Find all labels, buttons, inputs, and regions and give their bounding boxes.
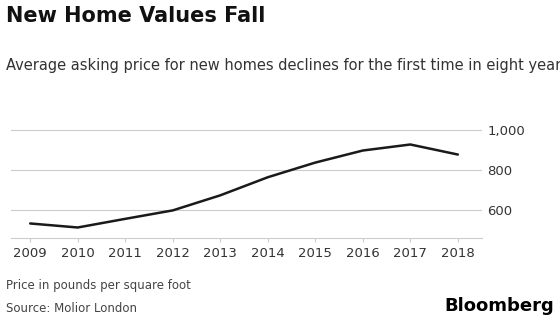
Text: New Home Values Fall: New Home Values Fall [6,6,265,26]
Text: Average asking price for new homes declines for the first time in eight years: Average asking price for new homes decli… [6,58,560,73]
Text: Bloomberg: Bloomberg [445,297,554,315]
Text: Price in pounds per square foot: Price in pounds per square foot [6,279,190,292]
Text: Source: Molior London: Source: Molior London [6,302,137,315]
